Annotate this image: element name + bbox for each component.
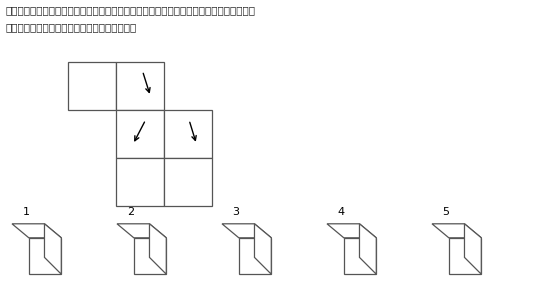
Polygon shape bbox=[134, 238, 166, 274]
Polygon shape bbox=[150, 224, 166, 274]
Polygon shape bbox=[432, 224, 481, 238]
Text: 3: 3 bbox=[233, 207, 240, 217]
Polygon shape bbox=[254, 224, 271, 274]
Polygon shape bbox=[327, 224, 376, 238]
Polygon shape bbox=[360, 224, 376, 274]
Text: 2: 2 bbox=[127, 207, 134, 217]
Text: 1: 1 bbox=[23, 207, 30, 217]
Polygon shape bbox=[344, 238, 376, 274]
Bar bbox=[116, 110, 164, 158]
Polygon shape bbox=[12, 224, 61, 238]
Polygon shape bbox=[222, 224, 271, 238]
Text: 4: 4 bbox=[338, 207, 345, 217]
Polygon shape bbox=[44, 224, 61, 274]
Polygon shape bbox=[464, 224, 481, 274]
Bar bbox=[116, 158, 164, 206]
Polygon shape bbox=[449, 238, 481, 274]
Polygon shape bbox=[117, 224, 166, 238]
Bar bbox=[164, 158, 212, 206]
Text: 正六面体としたとき、ありえない図はどれか。: 正六面体としたとき、ありえない図はどれか。 bbox=[5, 22, 136, 32]
Bar bbox=[164, 110, 212, 158]
Polygon shape bbox=[239, 238, 271, 274]
Text: 図は、正六面体の展開図であり、３面に矢印が描かれている。この展開図を組み立てて: 図は、正六面体の展開図であり、３面に矢印が描かれている。この展開図を組み立てて bbox=[5, 5, 255, 15]
Bar bbox=[68, 62, 116, 110]
Text: 5: 5 bbox=[442, 207, 449, 217]
Bar bbox=[116, 62, 164, 110]
Polygon shape bbox=[29, 238, 61, 274]
